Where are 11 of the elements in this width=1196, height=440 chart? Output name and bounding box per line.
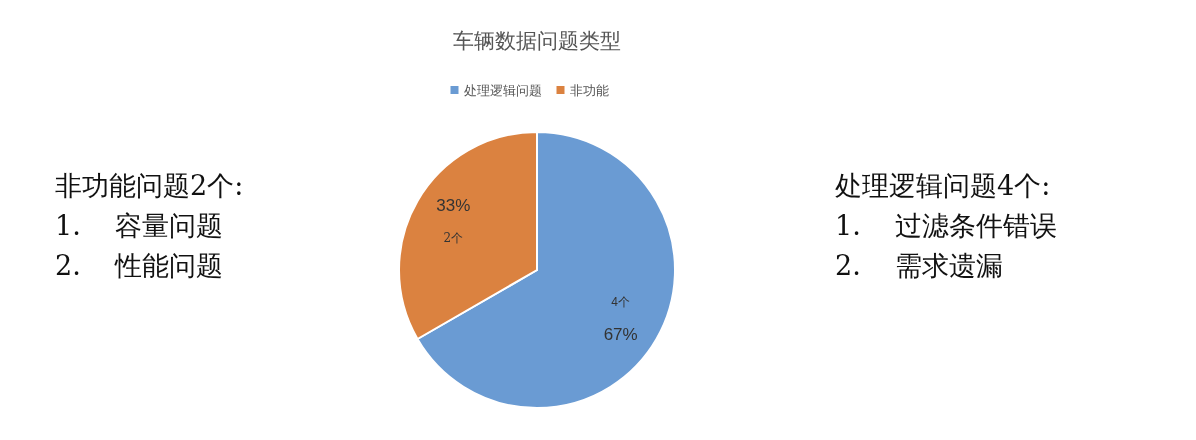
text: 1. 容量问题	[55, 210, 224, 241]
legend-label: 非功能	[569, 82, 609, 98]
text: 2. 需求遗漏	[835, 250, 1004, 281]
chart-title: 车辆数据问题类型	[453, 29, 621, 53]
data-label: 33% 2个	[436, 196, 471, 245]
text: 4个 67%	[603, 295, 638, 344]
text: 处理逻辑问题4个:	[835, 170, 1051, 201]
legend-label: 处理逻辑问题	[463, 82, 542, 98]
text: 2. 性能问题	[55, 250, 224, 281]
text: 非功能问题2个:	[55, 170, 244, 201]
text: 1. 过滤条件错误	[835, 210, 1058, 241]
